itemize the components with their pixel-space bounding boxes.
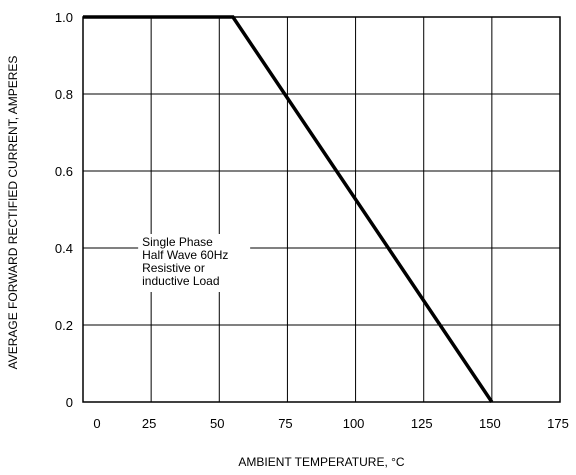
x-tick-label-150: 150 [479, 416, 501, 431]
x-tick-label-50: 50 [210, 416, 224, 431]
annotation-text: Single Phase Half Wave 60Hz Resistive or in… [142, 235, 228, 288]
x-tick-label-0: 0 [93, 416, 100, 431]
grid-lines [82, 16, 561, 403]
y-tick-label-1: 1.0 [55, 10, 73, 25]
x-tick-label-75: 75 [278, 416, 292, 431]
annotation-line-4: inductive Load [142, 274, 219, 288]
annotation-line-2: Half Wave 60Hz [142, 248, 228, 262]
x-tick-label-25: 25 [142, 416, 156, 431]
y-tick-label-0.6: 0.6 [55, 164, 73, 179]
x-tick-label-175: 175 [547, 416, 569, 431]
y-tick-label-0: 0 [66, 395, 73, 410]
annotation-line-3: Resistive or [142, 261, 205, 275]
y-axis-label: AVERAGE FORWARD RECTIFIED CURRENT, AMPER… [6, 56, 20, 370]
x-tick-label-100: 100 [343, 416, 365, 431]
y-tick-label-0.8: 0.8 [55, 87, 73, 102]
x-axis-label: AMBIENT TEMPERATURE, °C [238, 455, 404, 469]
annotation-background [138, 234, 251, 292]
y-tick-label-0.2: 0.2 [55, 318, 73, 333]
annotation-line-1: Single Phase [142, 235, 213, 249]
plot-frame [82, 16, 561, 403]
series-line-derating-curve [83, 15, 494, 403]
x-tick-label-125: 125 [411, 416, 433, 431]
y-tick-label-0.4: 0.4 [55, 241, 73, 256]
y-tick-labels: 0 0.2 0.4 0.6 0.8 1.0 [55, 10, 73, 410]
x-tick-labels: 0 25 50 75 100 125 150 175 [93, 416, 568, 431]
